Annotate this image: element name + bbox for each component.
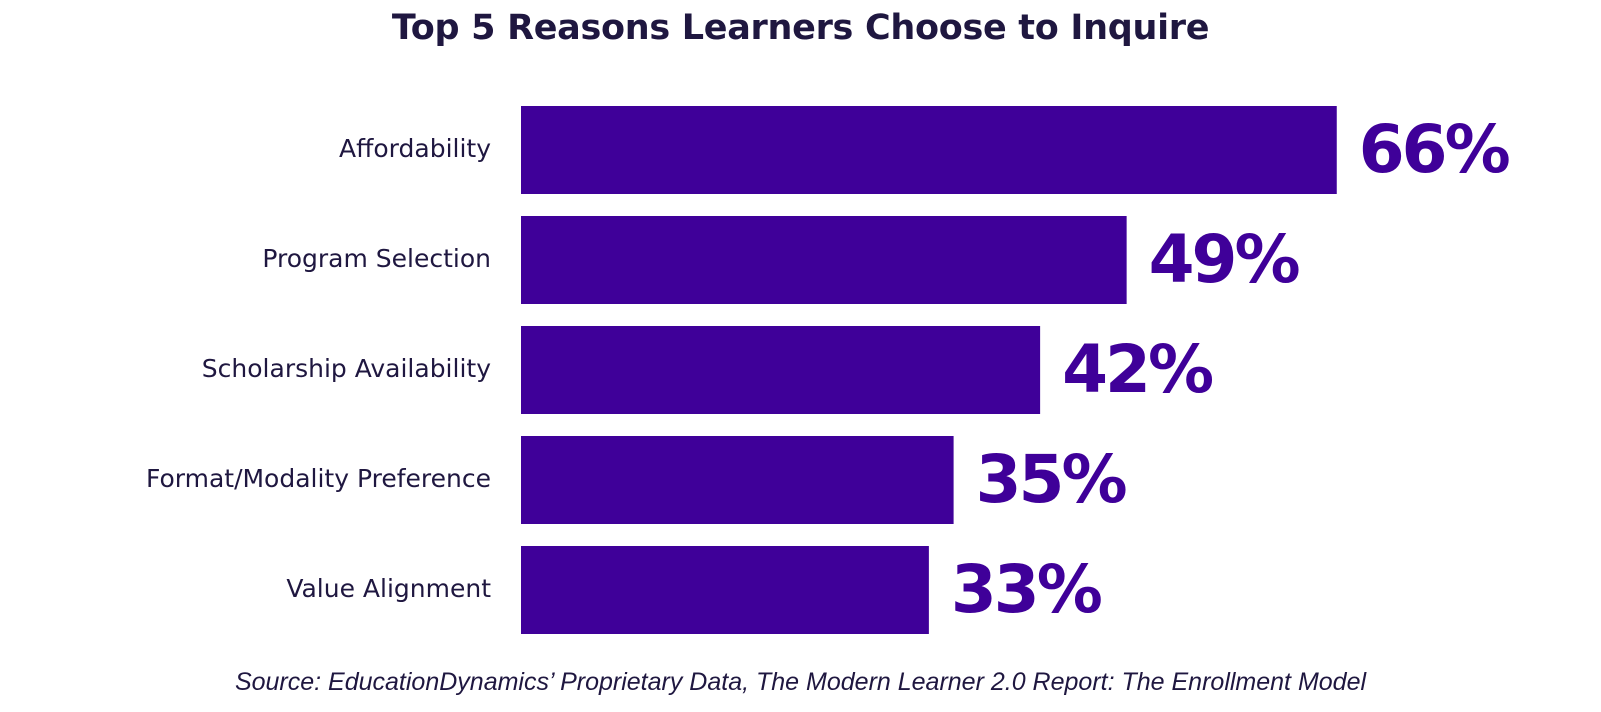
source-note: Source: EducationDynamics’ Proprietary D… [234,668,1367,696]
bars-group [521,106,1337,634]
value-label-format-modality-preference: 35% [976,441,1127,518]
bar-program-selection [521,216,1127,304]
category-label-value-alignment: Value Alignment [286,574,491,603]
category-labels-group: Affordability Program Selection Scholarshi… [146,134,491,603]
category-label-scholarship-availability: Scholarship Availability [202,354,491,383]
value-label-scholarship-availability: 42% [1062,331,1213,408]
category-label-program-selection: Program Selection [262,244,491,273]
value-labels-group: 66% 49% 42% 35% 33% [951,111,1513,628]
bar-affordability [521,106,1337,194]
value-label-value-alignment: 33% [951,551,1102,628]
bar-format-modality-preference [521,436,954,524]
value-label-affordability: 66% [1359,111,1510,188]
value-label-program-selection: 49% [1149,221,1300,298]
bar-value-alignment [521,546,929,634]
bar-scholarship-availability [521,326,1041,414]
category-label-affordability: Affordability [339,134,491,163]
category-label-format-modality-preference: Format/Modality Preference [146,464,491,493]
chart-title: Top 5 Reasons Learners Choose to Inquire [391,8,1210,48]
